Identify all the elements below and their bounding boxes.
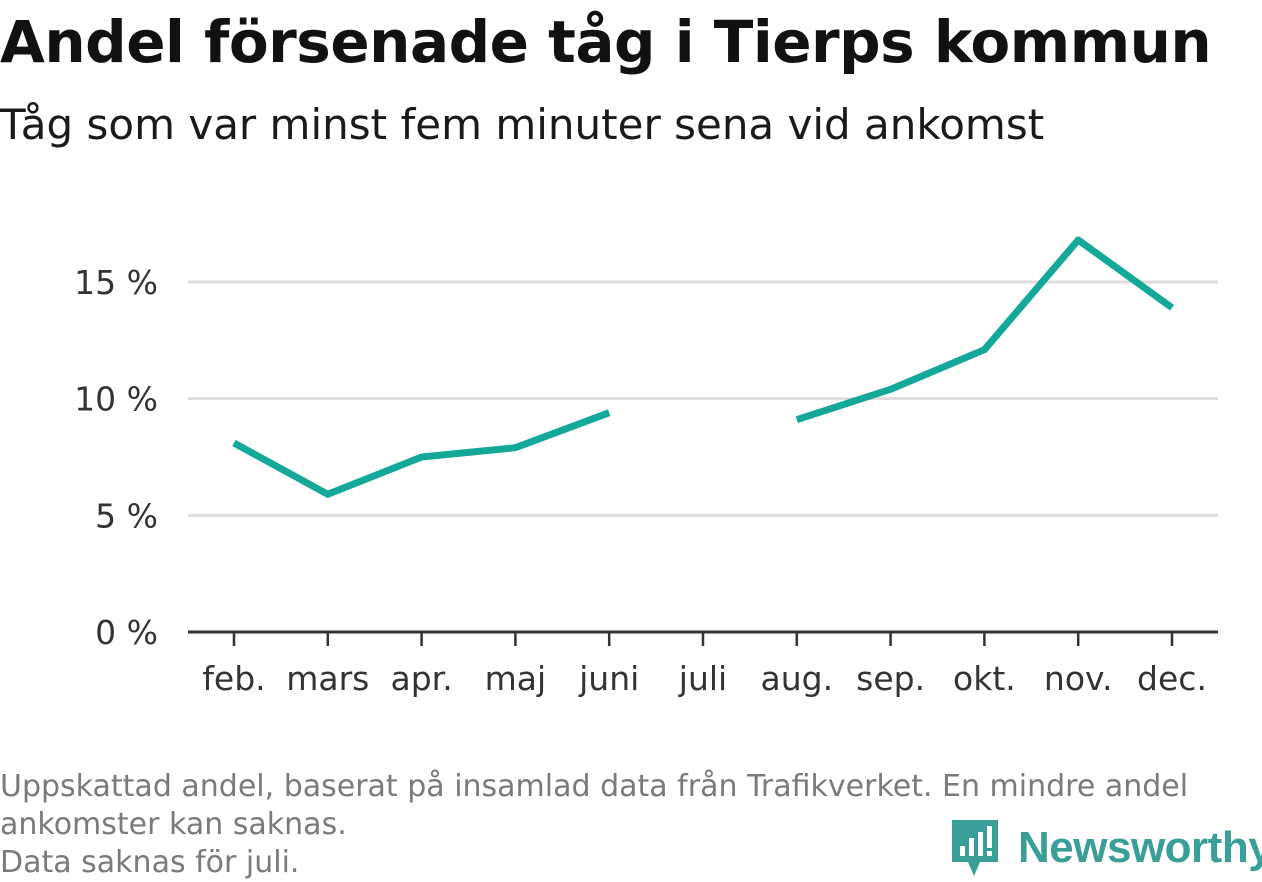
y-tick-label: 5 % (95, 496, 158, 535)
x-tick-label: maj (485, 659, 547, 698)
series-line-segment (232, 409, 611, 498)
y-tick-label: 10 % (74, 380, 158, 419)
y-axis-ticks: 0 % 5 % 10 % 15 % (74, 263, 158, 652)
line-chart: 0 % 5 % 10 % 15 % feb. mars apr. maj juni juli au… (74, 236, 1218, 698)
series-lines (232, 236, 1175, 498)
x-tick-label: juni (578, 659, 639, 698)
series-line-segment (795, 236, 1175, 424)
x-tick-label: mars (286, 659, 369, 698)
x-tick-label: sep. (856, 659, 925, 698)
chart-title: Andel försenade tåg i Tierps kommun (0, 8, 1212, 76)
y-tick-label: 15 % (74, 263, 158, 302)
footnote-line-2: ankomster kan saknas. (0, 807, 347, 842)
x-tick-label: nov. (1044, 659, 1113, 698)
footnote: Uppskattad andel, baserat på insamlad da… (0, 768, 1250, 882)
chart-subtitle: Tåg som var minst fem minuter sena vid a… (0, 100, 1045, 149)
x-tick-label: apr. (390, 659, 452, 698)
x-axis: feb. mars apr. maj juni juli aug. sep. okt. nov. d… (188, 630, 1218, 698)
x-tick-label: aug. (761, 659, 834, 698)
x-tick-label: feb. (202, 659, 265, 698)
brand-name: Newsworthy (1018, 823, 1262, 872)
newsworthy-logo-icon (952, 820, 998, 876)
x-tick-label: okt. (953, 659, 1016, 698)
y-tick-label: 0 % (95, 613, 158, 652)
brand: Newsworthy (950, 818, 1262, 878)
grid-lines (188, 280, 1218, 517)
x-tick-label: juli (678, 659, 727, 698)
footnote-line-1: Uppskattad andel, baserat på insamlad da… (0, 769, 1189, 804)
footnote-line-3: Data saknas för juli. (0, 845, 300, 880)
x-tick-label: dec. (1137, 659, 1207, 698)
